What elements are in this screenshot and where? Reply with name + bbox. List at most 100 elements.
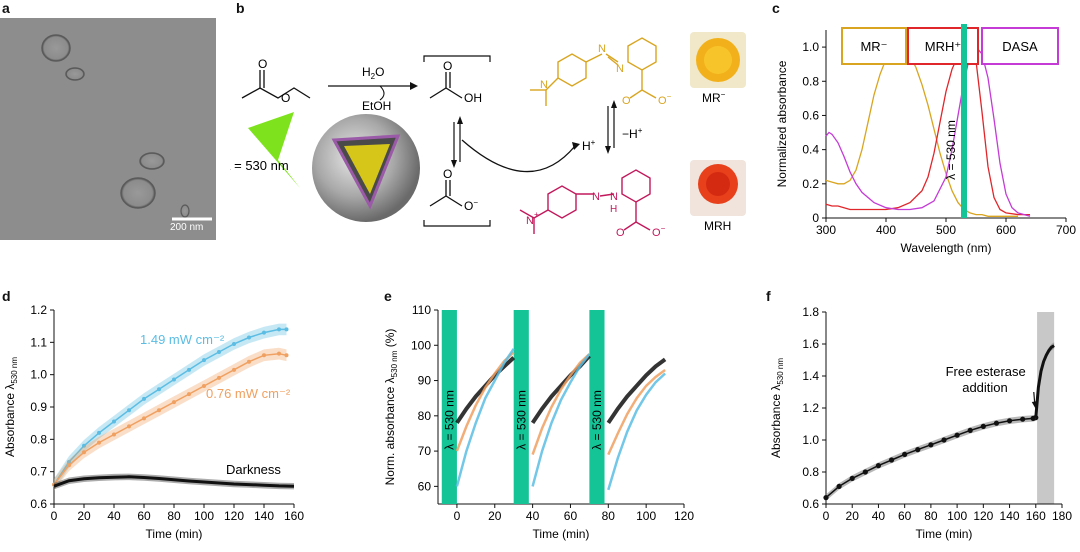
x-tick-label: 80 xyxy=(602,509,616,523)
mrh-label: MRH xyxy=(704,219,731,233)
panel-letter-f: f xyxy=(766,288,771,304)
data-point xyxy=(993,420,1000,426)
y-tick-label: 1.4 xyxy=(802,369,819,383)
irradiation-line-top xyxy=(961,24,967,70)
data-point xyxy=(187,392,191,397)
data-point xyxy=(67,459,71,464)
reaction-scheme: O O H2O EtOH O OH H+ O O− λ = 530 nm xyxy=(230,32,746,239)
y-tick-label: 1.1 xyxy=(30,335,47,349)
atom-nh: N xyxy=(610,191,618,203)
x-tick-label: 60 xyxy=(564,509,578,523)
x-tick-label: 80 xyxy=(167,509,181,523)
data-point xyxy=(232,341,236,346)
irradiation-line xyxy=(961,30,967,218)
x-tick-label: 20 xyxy=(846,509,860,523)
x-tick-label: 600 xyxy=(996,223,1016,237)
carboxylate-label: O− xyxy=(658,92,672,107)
data-point xyxy=(127,408,131,413)
data-point xyxy=(277,327,281,332)
x-tick-label: 0 xyxy=(823,509,830,523)
data-point xyxy=(836,483,842,489)
h-plus-label: H+ xyxy=(582,138,596,153)
esterase-region xyxy=(1037,312,1055,504)
etoh-release-arrow xyxy=(379,85,385,101)
tem-micrograph: 200 nm xyxy=(0,18,216,240)
irradiation-band xyxy=(441,310,457,504)
irradiation-label: λ = 530 nm xyxy=(590,390,604,450)
irradiation-label: λ = 530 nm xyxy=(442,390,456,450)
data-point xyxy=(142,416,146,421)
y-tick-label: 1.2 xyxy=(30,303,47,317)
vesicle xyxy=(180,204,190,218)
y-tick-label: 0.4 xyxy=(802,143,819,157)
atom-o: O xyxy=(622,95,631,107)
data-point xyxy=(82,443,86,448)
spectra-chart: 300 400 500 600 700 0 0.2 0.4 0.6 0.8 1.0 Wavelengt… xyxy=(775,24,1076,255)
y-tick-label: 90 xyxy=(418,374,432,388)
data-point xyxy=(217,350,221,355)
data-point xyxy=(202,358,206,363)
arrow-head xyxy=(457,116,463,124)
x-tick-label: 0 xyxy=(51,509,58,523)
x-axis-title: Time (min) xyxy=(146,527,203,541)
arrow-head xyxy=(572,142,580,150)
legend-box xyxy=(841,27,907,65)
legend-label: MRH⁺ xyxy=(925,39,961,54)
series-line xyxy=(607,368,666,456)
laser-beam-icon xyxy=(248,112,300,188)
data-point xyxy=(915,447,921,453)
data-point xyxy=(980,423,986,429)
x-tick-label: 700 xyxy=(1056,223,1076,237)
arrow-head xyxy=(451,160,457,168)
mr-minus-label: MR− xyxy=(702,90,726,105)
x-tick-label: 120 xyxy=(973,509,993,523)
y-axis-title: Absorbance λ530 nm xyxy=(3,357,19,457)
y-tick-label: 0.6 xyxy=(802,497,819,511)
x-tick-label: 40 xyxy=(872,509,886,523)
x-tick-label: 160 xyxy=(1026,509,1046,523)
arrow-head xyxy=(605,146,611,154)
data-point xyxy=(277,351,281,356)
data-point xyxy=(82,450,86,455)
hydroxyl-label: OH xyxy=(464,91,482,105)
vesicle xyxy=(41,34,71,62)
legend-label: MR⁻ xyxy=(860,39,887,54)
x-tick-label: 20 xyxy=(77,509,91,523)
x-tick-label: 100 xyxy=(194,509,214,523)
atom-n-plus: N+ xyxy=(526,210,539,227)
x-tick-label: 300 xyxy=(816,223,836,237)
data-point xyxy=(954,432,960,438)
data-point xyxy=(172,400,176,405)
atom-o: O xyxy=(258,57,267,71)
data-point xyxy=(97,430,101,435)
y-tick-label: 0.6 xyxy=(802,108,819,122)
atom-h: H xyxy=(610,204,617,215)
esterase-chart: 0 20 40 60 80 100 120 140 160 180 0.6 0.8 1.0 1.2 1.4 1… xyxy=(769,305,1072,541)
irradiation-band xyxy=(589,310,605,504)
data-point xyxy=(142,396,146,401)
legend-box xyxy=(981,27,1059,65)
water-label: H2O xyxy=(362,65,384,81)
atom-o: O xyxy=(443,167,452,181)
bracket-top xyxy=(423,55,491,62)
annotation-arrow-head xyxy=(1031,401,1038,409)
data-point xyxy=(888,457,895,463)
y-tick-label: 0.9 xyxy=(30,400,47,414)
y-tick-label: 70 xyxy=(418,444,432,458)
series-band xyxy=(826,414,1036,501)
data-point xyxy=(875,463,882,469)
panel-letter-c: c xyxy=(772,0,780,16)
acetate-structure xyxy=(429,180,463,207)
series-label-high: 1.49 mW cm⁻² xyxy=(140,332,225,347)
x-axis-title: Time (min) xyxy=(533,527,590,541)
kinetics-chart: 0 20 40 60 80 100 120 140 160 0.6 0.7 0.8 0.9 1.0 1.1 1… xyxy=(3,303,304,541)
data-point xyxy=(284,353,289,358)
y-tick-label: 1.8 xyxy=(802,305,819,319)
mr-minus-structure xyxy=(530,37,657,106)
y-tick-label: 1.2 xyxy=(802,401,819,415)
mrh-structure xyxy=(519,169,651,234)
series-line xyxy=(531,353,591,487)
series-line xyxy=(455,348,515,487)
x-tick-label: 100 xyxy=(636,509,656,523)
irradiation-band xyxy=(513,310,529,504)
